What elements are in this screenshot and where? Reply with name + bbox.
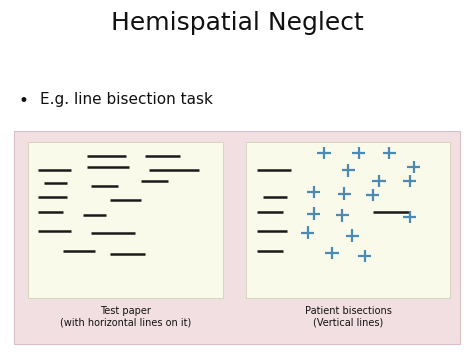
Text: Hemispatial Neglect: Hemispatial Neglect (110, 11, 364, 35)
FancyBboxPatch shape (14, 131, 460, 344)
Text: •: • (19, 92, 29, 110)
FancyBboxPatch shape (28, 142, 223, 298)
Text: E.g. line bisection task: E.g. line bisection task (40, 92, 213, 107)
Text: Test paper
(with horizontal lines on it): Test paper (with horizontal lines on it) (60, 306, 191, 328)
Text: Patient bisections
(Vertical lines): Patient bisections (Vertical lines) (305, 306, 392, 328)
FancyBboxPatch shape (246, 142, 450, 298)
